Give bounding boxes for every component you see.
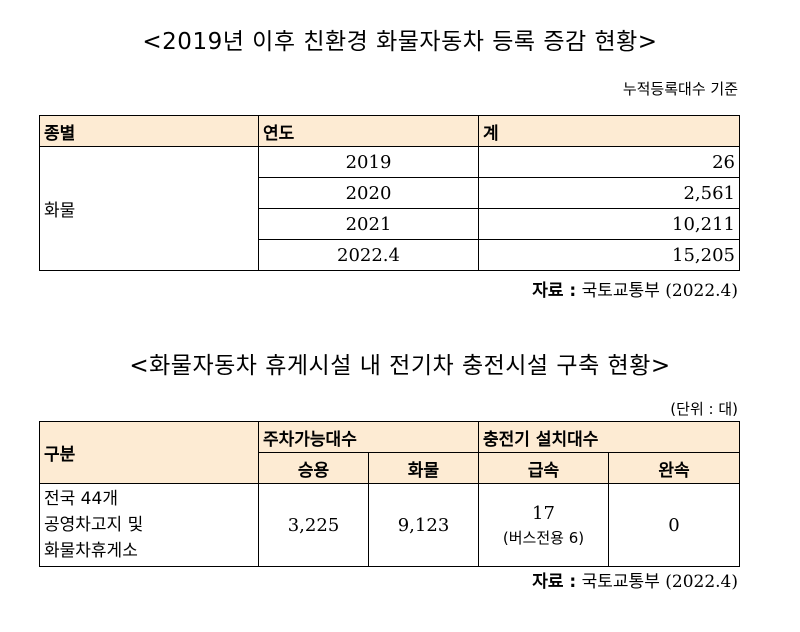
sub-header-slow: 완속 (608, 452, 740, 484)
cargo-cell: 9,123 (368, 483, 479, 567)
header-type: 종별 (39, 115, 259, 147)
sub-header-cargo: 화물 (368, 452, 479, 484)
header-group: 구분 (39, 421, 259, 484)
vehicle-registration-table: 종별 연도 계 화물 2019 26 2020 2,561 2021 10,21… (39, 115, 740, 271)
table2-unit: (단위 : 대) (670, 400, 738, 418)
row-label-line: 공영차고지 및 (44, 515, 144, 535)
fast-cell: 17 (버스전용 6) (478, 483, 609, 567)
table2-source: 자료 : 국토교통부 (2022.4) (532, 567, 738, 592)
sub-header-fast: 급속 (478, 452, 609, 484)
fast-value: 17 (532, 503, 555, 524)
category-cell: 화물 (39, 146, 259, 271)
row-label-cell: 전국 44개 공영차고지 및 화물차휴게소 (39, 483, 259, 567)
total-cell: 2,561 (478, 177, 740, 209)
source-text: 국토교통부 (2022.4) (581, 572, 738, 592)
source-label: 자료 : (532, 281, 577, 301)
source-text: 국토교통부 (2022.4) (581, 281, 738, 301)
header-parking: 주차가능대수 (258, 421, 479, 453)
year-cell: 2021 (258, 208, 479, 240)
total-cell: 26 (478, 146, 740, 178)
fast-note: (버스전용 6) (502, 529, 585, 547)
table2-title: <화물자동차 휴게시설 내 전기차 충전시설 구축 현황> (129, 353, 671, 379)
year-cell: 2019 (258, 146, 479, 178)
table-row: 2020 2,561 (40, 177, 740, 209)
passenger-cell: 3,225 (258, 483, 369, 567)
header-total: 계 (478, 115, 740, 147)
total-cell: 15,205 (478, 239, 740, 271)
table1-title: <2019년 이후 친환경 화물자동차 등록 증감 현황> (142, 29, 658, 55)
table1-note: 누적등록대수 기준 (622, 80, 738, 98)
year-cell: 2020 (258, 177, 479, 209)
table-row: 화물 2019 26 (39, 146, 740, 271)
header-year: 연도 (258, 115, 479, 147)
total-cell: 10,211 (478, 208, 740, 240)
table-row: 전국 44개 공영차고지 및 화물차휴게소 3,225 9,123 17 (버스… (39, 483, 740, 567)
sub-header-passenger: 승용 (258, 452, 369, 484)
source-label: 자료 : (532, 572, 577, 592)
charging-facility-table: 구분 주차가능대수 충전기 설치대수 승용 화물 급속 완속 전국 44개 공영… (39, 421, 740, 567)
table1-source: 자료 : 국토교통부 (2022.4) (532, 276, 738, 301)
row-label-line: 화물차휴게소 (44, 541, 138, 561)
table-row: 2022.4 15,205 (40, 239, 740, 271)
table-row: 2021 10,211 (40, 208, 740, 240)
year-cell: 2022.4 (258, 239, 479, 271)
slow-cell: 0 (608, 483, 740, 567)
row-label-line: 전국 44개 (44, 489, 118, 509)
header-charger: 충전기 설치대수 (478, 421, 740, 453)
